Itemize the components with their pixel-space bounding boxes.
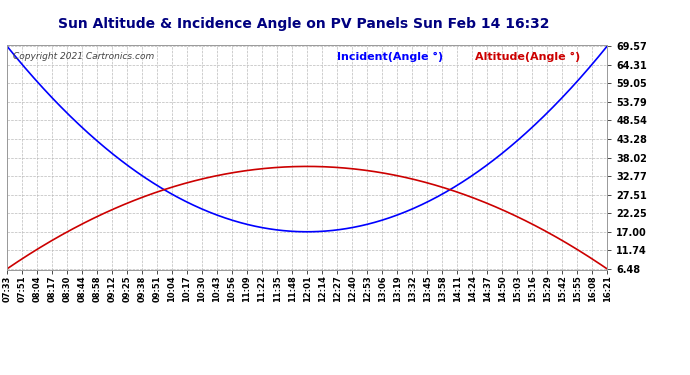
Text: Altitude(Angle °): Altitude(Angle °) [475,52,580,62]
Text: Incident(Angle °): Incident(Angle °) [337,52,443,62]
Text: Copyright 2021 Cartronics.com: Copyright 2021 Cartronics.com [13,52,154,61]
Text: Sun Altitude & Incidence Angle on PV Panels Sun Feb 14 16:32: Sun Altitude & Incidence Angle on PV Pan… [58,17,549,31]
